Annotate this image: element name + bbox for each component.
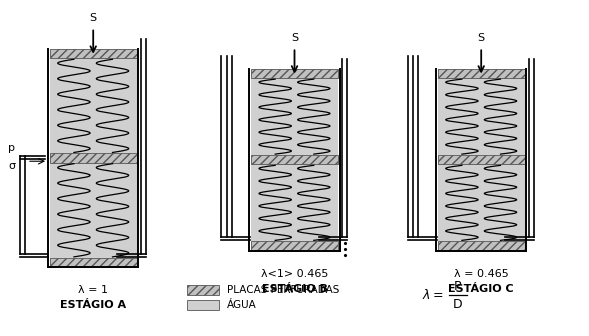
Text: S: S [478, 33, 485, 43]
Bar [49, 49, 137, 58]
Text: P: P [454, 281, 462, 293]
Bar [438, 78, 525, 155]
Bar [438, 241, 525, 251]
Text: p: p [8, 143, 15, 153]
Bar [49, 154, 137, 163]
Text: ESTÁGIO C: ESTÁGIO C [448, 284, 514, 294]
Bar [438, 164, 525, 241]
Bar [49, 58, 137, 154]
Bar [187, 300, 219, 310]
Text: S: S [90, 13, 97, 23]
Bar [251, 69, 338, 78]
Text: ESTÁGIO A: ESTÁGIO A [60, 300, 126, 310]
Text: $\lambda=$: $\lambda=$ [422, 288, 444, 302]
Bar [187, 285, 219, 295]
Bar [251, 241, 338, 251]
Bar [438, 155, 525, 164]
Text: D: D [453, 298, 463, 311]
Bar [251, 164, 338, 241]
Bar [49, 163, 137, 258]
Bar [251, 78, 338, 155]
Text: S: S [291, 33, 298, 43]
Text: PLACAS PERFURADAS: PLACAS PERFURADAS [227, 285, 340, 295]
Text: σ: σ [8, 161, 15, 171]
Bar [49, 258, 137, 267]
Text: λ<1> 0.465: λ<1> 0.465 [261, 269, 328, 279]
Bar [251, 155, 338, 164]
Text: ÁGUA: ÁGUA [227, 300, 257, 310]
Bar [438, 69, 525, 78]
Text: λ = 1: λ = 1 [78, 285, 108, 295]
Text: λ = 0.465: λ = 0.465 [454, 269, 508, 279]
Text: ESTÁGIO B: ESTÁGIO B [262, 284, 327, 294]
